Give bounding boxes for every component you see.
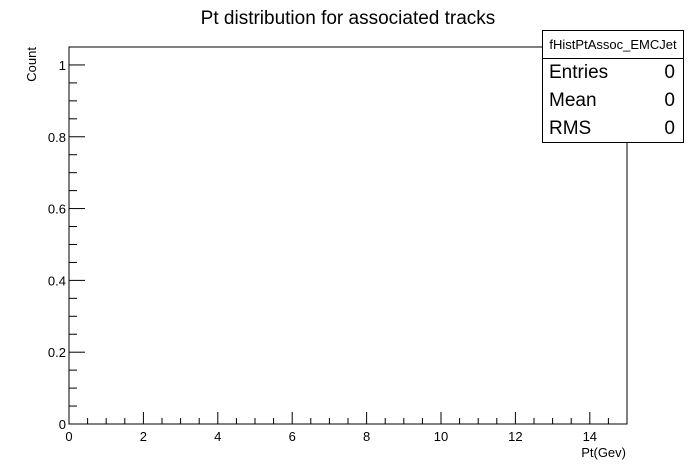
- stats-rms-label: RMS: [549, 118, 592, 139]
- stats-row-entries: Entries 0: [543, 59, 683, 87]
- y-tick-label: 1: [59, 58, 66, 73]
- x-tick-label: 12: [508, 429, 522, 444]
- y-tick-label: 0.6: [48, 202, 66, 217]
- x-axis: 0 2 4 6 8 10 12 14: [65, 412, 628, 444]
- y-tick-label: 0.8: [48, 130, 66, 145]
- stats-entries-label: Entries: [549, 62, 609, 83]
- stats-mean-label: Mean: [549, 90, 597, 111]
- stats-title: fHistPtAssoc_EMCJet: [543, 31, 683, 59]
- y-tick-label: 0: [59, 417, 66, 432]
- y-tick-label: 0.2: [48, 345, 66, 360]
- x-tick-label: 10: [434, 429, 448, 444]
- x-tick-label: 2: [140, 429, 147, 444]
- chart-title: Pt distribution for associated tracks: [201, 8, 496, 29]
- y-axis-label: Count: [24, 47, 39, 82]
- stats-rms-value: 0: [664, 118, 675, 139]
- x-axis-label: Pt(Gev): [581, 445, 626, 460]
- x-tick-label: 14: [583, 429, 597, 444]
- x-tick-label: 4: [214, 429, 221, 444]
- x-tick-label: 8: [363, 429, 370, 444]
- x-tick-label: 6: [289, 429, 296, 444]
- y-tick-label: 0.4: [48, 273, 66, 288]
- stats-row-rms: RMS 0: [543, 115, 683, 143]
- stats-mean-value: 0: [664, 90, 675, 111]
- stats-row-mean: Mean 0: [543, 87, 683, 115]
- stats-box: fHistPtAssoc_EMCJet Entries 0 Mean 0 RMS…: [542, 30, 684, 143]
- y-axis: 0 0.2 0.4 0.6 0.8 1: [48, 46, 85, 432]
- stats-entries-value: 0: [664, 62, 675, 83]
- x-tick-label: 0: [65, 429, 72, 444]
